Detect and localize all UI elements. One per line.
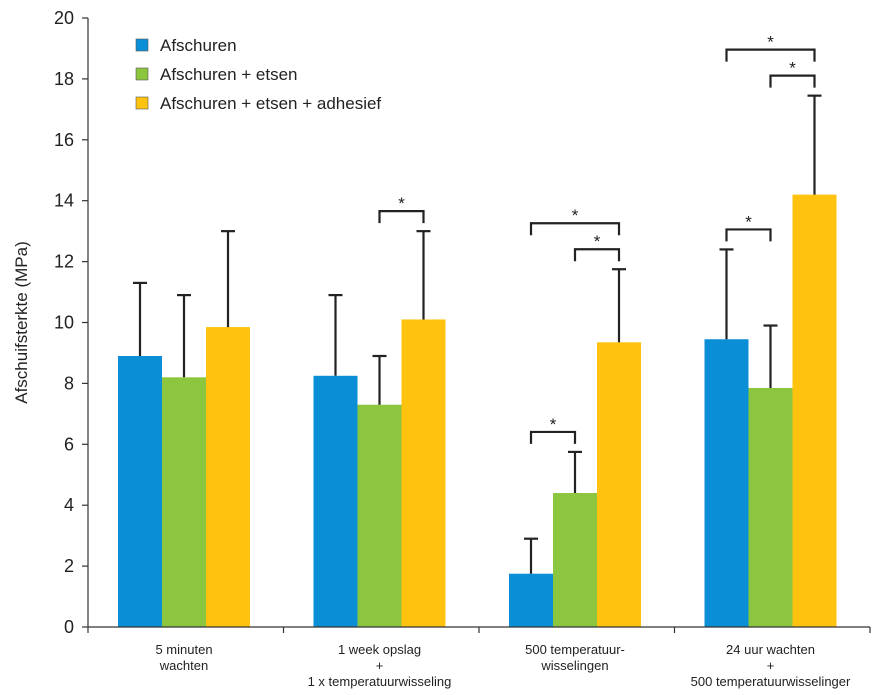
x-tick-label: 5 minuten: [155, 642, 212, 657]
y-tick-label: 4: [64, 495, 74, 515]
bars: [118, 194, 837, 628]
bar: [792, 194, 837, 628]
y-axis-ticks: 0 2 4 6 8 10 12 14 16 18 20: [54, 8, 88, 637]
legend-label: Afschuren + etsen + adhesief: [160, 94, 381, 113]
bar: [704, 339, 749, 627]
y-axis-label: Afschuifsterkte (MPa): [12, 241, 31, 404]
x-tick-label: +: [376, 658, 384, 673]
significance-star: *: [767, 33, 774, 52]
x-tick-label: wachten: [159, 658, 208, 673]
legend-swatch: [135, 67, 149, 81]
significance-bracket: [378, 210, 425, 224]
significance-bracket: [573, 248, 621, 262]
y-tick-label: 14: [54, 191, 74, 211]
x-tick-label: 500 temperatuurwisselinger: [691, 674, 851, 689]
y-tick-label: 18: [54, 69, 74, 89]
significance-star: *: [572, 206, 579, 225]
y-tick-label: 2: [64, 556, 74, 576]
legend-swatch: [135, 96, 149, 110]
significance-star: *: [594, 232, 601, 251]
bar: [509, 573, 553, 627]
legend-swatch: [135, 38, 149, 52]
bar: [357, 404, 402, 627]
bar: [206, 327, 250, 627]
significance-bracket: [769, 74, 816, 88]
significance-bracket: [725, 228, 772, 242]
error-bars: [133, 94, 822, 574]
x-tick-label: 1 week opslag: [338, 642, 421, 657]
bar: [162, 377, 206, 627]
significance-bracket: [529, 430, 577, 444]
significance-bracket: [529, 222, 621, 236]
x-tick-label: 1 x temperatuurwisseling: [308, 674, 452, 689]
y-tick-label: 20: [54, 8, 74, 28]
bar: [748, 387, 793, 627]
bar: [401, 319, 446, 627]
y-tick-label: 12: [54, 252, 74, 272]
x-tick-label: +: [767, 658, 775, 673]
legend-label: Afschuren: [160, 36, 237, 55]
y-tick-label: 6: [64, 434, 74, 454]
bar: [118, 355, 162, 627]
x-tick-label: 500 temperatuur-: [525, 642, 625, 657]
legend-label: Afschuren + etsen: [160, 65, 298, 84]
significance-star: *: [789, 59, 796, 78]
y-tick-label: 16: [54, 130, 74, 150]
significance-brackets: * * * * * * *: [378, 33, 816, 444]
bar: [313, 375, 358, 627]
y-tick-label: 10: [54, 313, 74, 333]
bar: [553, 493, 597, 627]
x-tick-label: 24 uur wachten: [726, 642, 815, 657]
significance-star: *: [550, 415, 557, 434]
y-tick-label: 0: [64, 617, 74, 637]
legend: Afschuren Afschuren + etsen Afschuren + et…: [135, 36, 381, 113]
x-tick-label: wisselingen: [540, 658, 608, 673]
significance-star: *: [398, 194, 405, 213]
y-tick-label: 8: [64, 373, 74, 393]
significance-bracket: [725, 48, 816, 62]
significance-star: *: [745, 212, 752, 231]
bar: [597, 342, 641, 627]
